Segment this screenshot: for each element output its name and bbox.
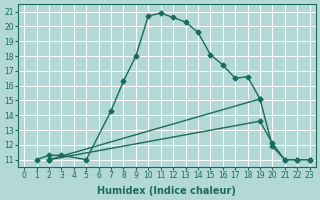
X-axis label: Humidex (Indice chaleur): Humidex (Indice chaleur): [98, 186, 236, 196]
